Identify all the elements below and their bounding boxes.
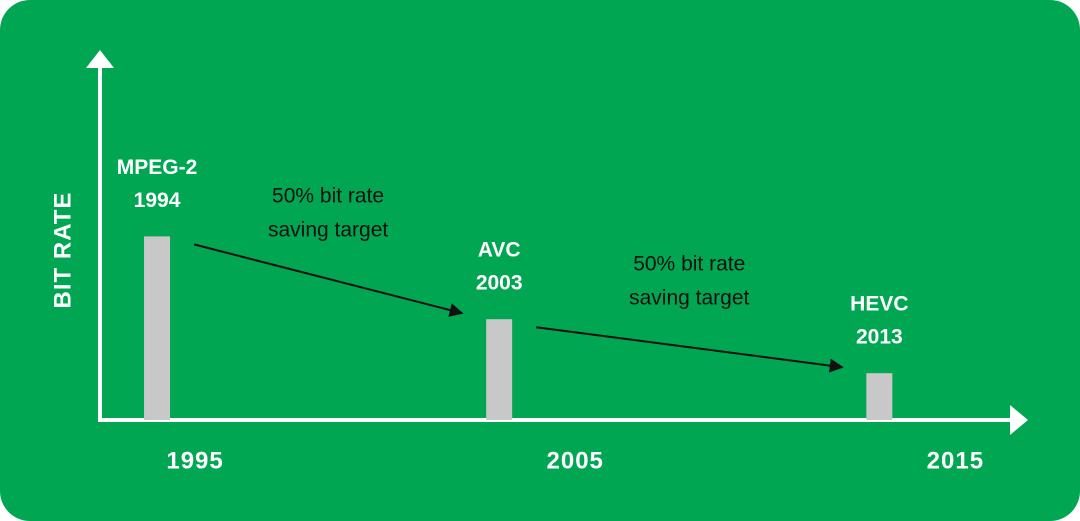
x-tick-label: 2005: [547, 447, 604, 474]
x-tick-label: 1995: [166, 447, 223, 474]
bar: [866, 373, 893, 420]
annotation: 50% bit rate: [272, 184, 384, 207]
x-tick-label: 2015: [927, 447, 984, 474]
annotation: 50% bit rate: [633, 253, 745, 276]
bar-name: MPEG-2: [117, 156, 198, 179]
bar: [144, 236, 171, 420]
annotation: saving target: [268, 218, 388, 241]
x-axis-arrow: [1010, 405, 1028, 435]
y-axis-label: BIT RATE: [49, 192, 76, 309]
bar-name: AVC: [478, 239, 521, 262]
bar-year: 2013: [856, 326, 903, 349]
y-axis-arrow: [86, 50, 114, 68]
arrow: [193, 243, 464, 317]
bar: [486, 319, 513, 420]
bar-year: 2003: [476, 272, 523, 295]
bar-name: HEVC: [850, 293, 908, 316]
arrow: [536, 326, 844, 373]
bar-year: 1994: [134, 189, 181, 212]
annotation: saving target: [629, 287, 749, 310]
